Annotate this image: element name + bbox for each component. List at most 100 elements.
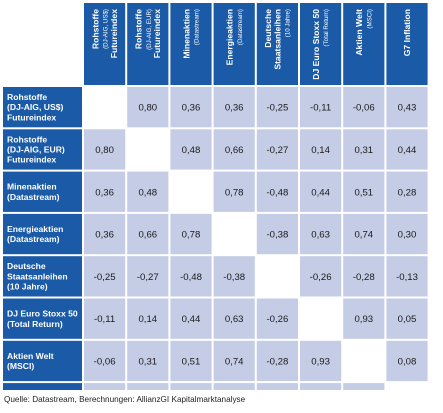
correlation-value: -0,27 [266, 145, 288, 156]
row-header-label: (Total Return) [7, 319, 63, 329]
value-cell [300, 340, 342, 382]
column-header-bg [300, 3, 342, 85]
correlation-value: 0,14 [138, 314, 157, 325]
column-header-label: Energieaktien [225, 9, 235, 65]
value-cell [256, 129, 298, 170]
value-cell [127, 298, 169, 339]
value-cell [170, 256, 212, 297]
value-cell [127, 383, 169, 390]
row-header-label: Rohstoffe [7, 92, 47, 102]
row-header-bg [3, 298, 82, 339]
row-header-bg [3, 256, 82, 297]
correlation-value: -0,27 [137, 272, 159, 283]
value-cell [84, 383, 126, 390]
value-cell [213, 171, 255, 212]
column-header: DJ Euro Stoxx 50 (Total Return) [300, 3, 342, 85]
column-header-label: Deutsche [263, 9, 273, 48]
value-cell [256, 383, 298, 390]
correlation-value: -0,26 [266, 314, 288, 325]
correlation-value: 0,74 [225, 356, 244, 367]
correlation-value: 0,05 [398, 314, 417, 325]
value-cell [343, 129, 385, 170]
value-cell [213, 383, 255, 390]
value-cell [256, 298, 298, 339]
row-header-label: (DJ-AIG, US$) [7, 102, 63, 112]
diagonal-cell [170, 171, 212, 212]
value-cell [213, 256, 255, 297]
value-cell [256, 87, 298, 128]
row-header-label: Minenaktien [7, 182, 57, 192]
correlation-value: 0,44 [182, 314, 201, 325]
diagonal-cell [127, 129, 169, 170]
correlation-value: -0,06 [353, 103, 375, 114]
row-header-bg [3, 383, 82, 390]
column-header: Energieaktien (Datastream) [213, 3, 255, 85]
value-cell [84, 129, 126, 170]
column-header: Deutsche Staatsanleihen (10 Jahre) [256, 3, 298, 85]
value-cell [170, 383, 212, 390]
value-cell [170, 87, 212, 128]
column-header-bg [84, 3, 126, 85]
column-header: Rohstoffe (DJ-AIG, US$) Futureindex [84, 3, 126, 85]
correlation-value: -0,25 [94, 272, 116, 283]
column-header-label: Staatsanleihen [272, 9, 282, 70]
correlation-value: 0,78 [225, 187, 244, 198]
column-header-label: (DJ-AIG, US$) [103, 9, 110, 49]
column-header-label: Futureindex [109, 9, 119, 58]
row-header-label: Deutsche [7, 261, 46, 271]
correlation-value: -0,28 [353, 272, 375, 283]
column-header-bg [213, 3, 255, 85]
column-header: Aktien Welt (MSCI) [343, 3, 385, 85]
value-cell [300, 87, 342, 128]
correlation-matrix: Rohstoffe (DJ-AIG, US$) Futureindex Rohstof… [3, 3, 428, 390]
row-header-label: Rohstoffe [7, 134, 47, 144]
row-header-label: Futureindex [7, 112, 56, 122]
correlation-value: 0,66 [138, 230, 157, 241]
value-cell [170, 129, 212, 170]
correlation-value: 0,28 [398, 187, 417, 198]
column-header-label: (Datastream) [194, 9, 201, 45]
column-header-label: (Total Return) [323, 9, 330, 46]
row-header-label: DJ Euro Stoxx 50 [7, 309, 78, 319]
column-header-label: Futureindex [152, 9, 162, 58]
correlation-value: 0,63 [225, 314, 244, 325]
row-header-label: (DJ-AIG, EUR) [7, 144, 65, 154]
correlation-value: -0,11 [310, 103, 331, 114]
correlation-value: 0,44 [311, 187, 330, 198]
value-cell [386, 340, 428, 382]
correlation-value: 0,31 [138, 356, 157, 367]
value-cell [300, 383, 342, 390]
value-cell [213, 340, 255, 382]
value-cell [170, 213, 212, 255]
value-cell [256, 213, 298, 255]
column-header-label: G7 Inflation [402, 9, 412, 56]
value-cell [386, 213, 428, 255]
value-cell [386, 129, 428, 170]
correlation-value: 0,80 [138, 103, 157, 114]
row-header-bg [3, 213, 82, 255]
value-cell [300, 129, 342, 170]
correlation-value: 0,51 [182, 356, 201, 367]
column-header: G7 Inflation [386, 3, 428, 85]
correlation-value: 0,36 [182, 103, 201, 114]
row-header-label: (Datastream) [7, 192, 60, 202]
correlation-value: 0,30 [398, 230, 417, 241]
row-header-bg [3, 129, 82, 170]
value-cell [386, 171, 428, 212]
value-cell [343, 256, 385, 297]
row-header-label: (Datastream) [7, 234, 60, 244]
correlation-value: 0,31 [354, 145, 373, 156]
correlation-value: -0,38 [266, 230, 288, 241]
value-cell [386, 298, 428, 339]
value-cell [386, 87, 428, 128]
correlation-value: -0,13 [396, 272, 418, 283]
column-header-label: Rohstoffe [90, 9, 100, 49]
correlation-value: -0,48 [266, 187, 288, 198]
value-cell [300, 171, 342, 212]
column-header-label: (10 Jahre) [285, 9, 292, 37]
correlation-value: 0,44 [398, 145, 417, 156]
row-header: Minenaktien(Datastream) [3, 171, 82, 212]
diagonal-cell [343, 340, 385, 382]
